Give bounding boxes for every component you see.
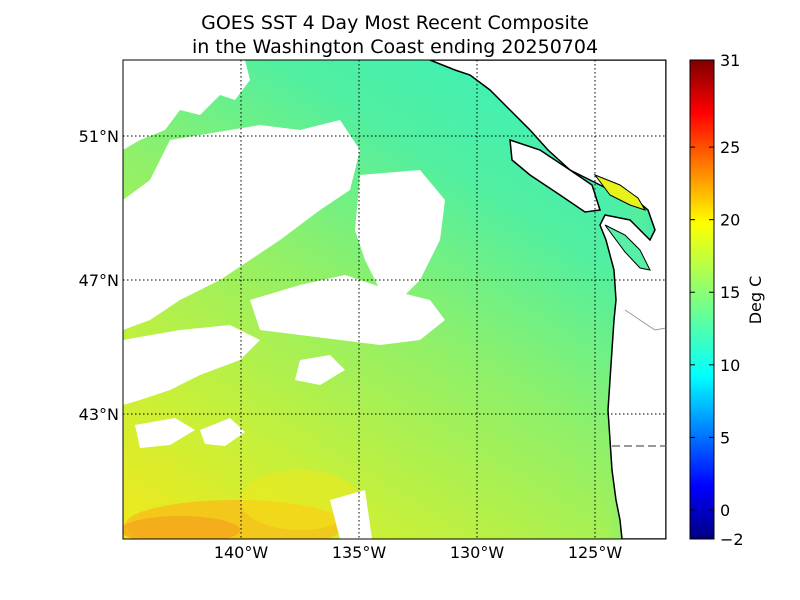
map-title-line-2: in the Washington Coast ending 20250704 bbox=[191, 36, 599, 58]
lat-tick-label: 43°N bbox=[79, 405, 119, 424]
lon-tick-label: 135°W bbox=[332, 543, 387, 562]
colorbar-tick-label: 5 bbox=[720, 428, 730, 447]
colorbar-tick-label: −2 bbox=[720, 530, 744, 549]
map-frame bbox=[122, 59, 667, 540]
lon-tick-label: 140°W bbox=[214, 543, 269, 562]
colorbar-ticks: 31 25 20 15 10 5 0 −2 bbox=[690, 51, 744, 549]
colorbar bbox=[689, 59, 715, 540]
colorbar-tick-label: 20 bbox=[720, 211, 740, 230]
colorbar-tick-label: 31 bbox=[720, 51, 740, 70]
lat-tick-label: 47°N bbox=[79, 271, 119, 290]
lon-tick-label: 125°W bbox=[568, 543, 623, 562]
colorbar-tick-label: 25 bbox=[720, 138, 740, 157]
cloud-mask bbox=[123, 60, 445, 539]
colorbar-tick-label: 10 bbox=[720, 356, 740, 375]
lon-tick-label: 130°W bbox=[450, 543, 505, 562]
colorbar-tick-label: 0 bbox=[720, 501, 730, 520]
graticule bbox=[123, 60, 666, 539]
colorbar-tick-label: 15 bbox=[720, 283, 740, 302]
colorbar-label: Deg C bbox=[746, 276, 765, 325]
map-title-line-1: GOES SST 4 Day Most Recent Composite bbox=[201, 12, 589, 34]
lat-tick-label: 51°N bbox=[79, 127, 119, 146]
sst-field bbox=[123, 60, 666, 539]
